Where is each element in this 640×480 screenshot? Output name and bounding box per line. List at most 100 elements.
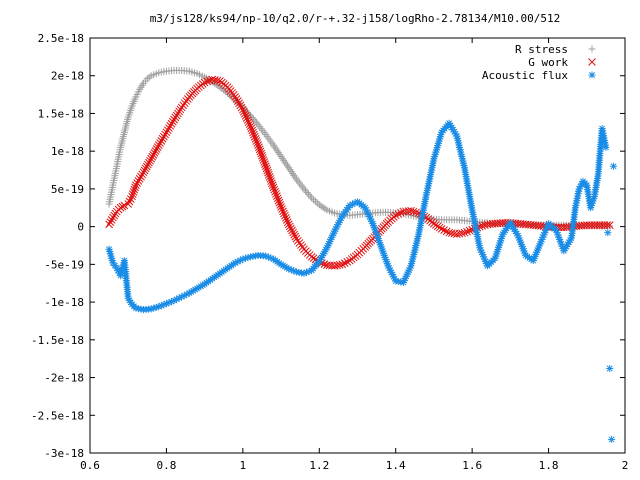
data-point (124, 115, 132, 123)
data-point (128, 192, 136, 201)
y-tick-label: -2e-18 (44, 372, 84, 385)
data-point (460, 162, 468, 170)
data-point (550, 225, 558, 233)
data-point (359, 202, 367, 210)
data-point (277, 203, 285, 211)
data-point (263, 166, 272, 175)
data-point (160, 68, 168, 76)
data-point (107, 215, 116, 224)
data-point (253, 139, 262, 147)
data-point (255, 143, 263, 152)
data-point (176, 105, 185, 114)
data-point (139, 168, 148, 177)
data-point (440, 226, 448, 235)
data-point (264, 253, 272, 261)
data-point (137, 172, 145, 181)
data-point (601, 141, 609, 149)
data-point (610, 162, 618, 170)
data-point (314, 259, 322, 267)
data-point (581, 179, 589, 187)
data-point (239, 105, 247, 114)
data-point (284, 220, 293, 229)
data-point (191, 286, 199, 294)
data-point (283, 218, 292, 227)
data-point (198, 72, 206, 80)
data-point (126, 195, 135, 203)
data-point (458, 216, 466, 224)
data-point (603, 221, 612, 229)
data-point (303, 189, 311, 197)
data-point (478, 222, 487, 230)
data-point (110, 211, 119, 220)
data-point (213, 76, 222, 85)
data-point (152, 303, 160, 311)
data-point (240, 109, 249, 118)
x-tick-label: 0.6 (80, 459, 100, 472)
data-point (562, 223, 571, 231)
data-point (235, 99, 243, 108)
data-point (571, 206, 579, 214)
data-point (337, 214, 345, 222)
data-point (285, 222, 294, 231)
data-point (297, 269, 305, 277)
data-point (244, 118, 253, 126)
data-point (145, 158, 153, 167)
data-point (241, 112, 250, 120)
data-point (340, 259, 349, 267)
data-point (214, 271, 222, 279)
data-point (141, 77, 149, 85)
data-point (335, 261, 344, 269)
data-point (247, 124, 256, 133)
series-acoustic-flux (105, 119, 618, 443)
data-point (288, 226, 296, 235)
data-point (257, 149, 266, 158)
data-point (280, 209, 288, 218)
data-point (246, 122, 255, 131)
data-point (144, 160, 152, 169)
data-point (269, 183, 278, 192)
data-point (531, 221, 540, 230)
y-tick-label: -3e-18 (44, 447, 84, 460)
data-point (268, 139, 276, 147)
data-point (521, 249, 529, 257)
data-point (266, 175, 275, 183)
data-point (254, 141, 262, 149)
data-point (175, 107, 184, 116)
data-point (142, 162, 151, 171)
data-point (236, 101, 245, 110)
x-tick-label: 1.2 (309, 459, 329, 472)
x-tick-label: 1 (240, 459, 247, 472)
data-point (343, 257, 352, 266)
data-point (111, 209, 120, 218)
data-point (163, 126, 172, 135)
legend-marker (588, 58, 596, 66)
data-point (265, 172, 274, 181)
data-point (282, 216, 291, 224)
data-point (271, 187, 279, 196)
data-point (198, 80, 207, 88)
data-point (578, 180, 586, 188)
data-point (127, 104, 135, 112)
series-g-work (105, 75, 614, 270)
data-point (154, 141, 163, 149)
data-point (174, 109, 182, 118)
data-point (278, 205, 286, 214)
data-point (152, 145, 161, 153)
data-point (486, 220, 494, 228)
x-tick-label: 2 (622, 459, 629, 472)
data-point (391, 275, 399, 283)
data-point (183, 290, 191, 298)
data-point (608, 435, 616, 443)
data-point (148, 152, 157, 161)
data-point (160, 132, 168, 141)
y-tick-label: 1.5e-18 (38, 107, 84, 120)
data-point (291, 232, 300, 241)
data-point (325, 261, 334, 270)
data-point (150, 149, 159, 157)
data-point (258, 151, 266, 160)
data-point (129, 188, 138, 196)
data-point (259, 156, 268, 164)
data-point (275, 198, 284, 207)
legend-label: Acoustic flux (482, 69, 568, 82)
